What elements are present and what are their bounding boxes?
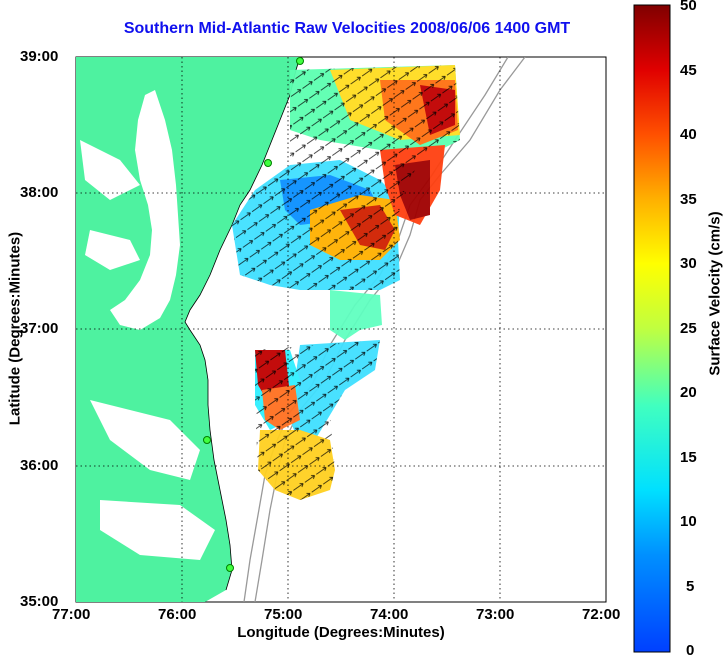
x-tick-label: 72:00 — [582, 606, 621, 623]
colorbar-tick-label: 10 — [680, 513, 697, 530]
colorbar-tick-label: 35 — [680, 191, 697, 208]
coastline — [184, 57, 301, 591]
colorbar-tick-label: 15 — [680, 449, 697, 466]
colorbar-tick-label: 40 — [680, 126, 697, 143]
x-axis-label: Longitude (Degrees:Minutes) — [237, 624, 445, 641]
colorbar-tick-label: 20 — [680, 384, 697, 401]
radar-station-markers — [203, 57, 304, 572]
y-tick-label: 36:00 — [20, 457, 59, 474]
radar-station — [226, 564, 234, 572]
radar-station — [296, 57, 304, 65]
colorbar-tick-label: 30 — [680, 255, 697, 272]
x-tick-label: 75:00 — [264, 606, 303, 623]
grid-lines — [76, 57, 606, 602]
velocity-vectors — [232, 65, 460, 500]
colorbar-tick-label: 5 — [686, 578, 695, 595]
chart-title: Southern Mid-Atlantic Raw Velocities 200… — [123, 20, 571, 37]
colorbar-tick-label: 0 — [686, 642, 695, 659]
y-tick-label: 38:00 — [20, 184, 59, 201]
colorbar — [633, 4, 671, 653]
bay-inlet — [85, 230, 140, 270]
y-tick-label: 37:00 — [20, 320, 59, 337]
x-tick-label: 77:00 — [52, 606, 91, 623]
radar-station — [203, 436, 211, 444]
y-tick-label: 39:00 — [20, 48, 59, 65]
y-axis-label: Latitude (Degrees:Minutes) — [6, 231, 24, 426]
colorbar-tick-label: 50 — [680, 0, 697, 14]
x-tick-label: 73:00 — [476, 606, 515, 623]
bay-inlet — [80, 140, 140, 200]
sound — [90, 400, 200, 480]
x-tick-label: 74:00 — [370, 606, 409, 623]
chesapeake-bay — [110, 90, 180, 330]
radar-station — [264, 159, 272, 167]
colorbar-tick-label: 45 — [680, 62, 697, 79]
colorbar-tick-label: 25 — [680, 320, 697, 337]
sound — [100, 500, 215, 560]
x-tick-label: 76:00 — [158, 606, 197, 623]
y-tick-label: 35:00 — [20, 593, 59, 610]
colorbar-label: Surface Velocity (cm/s) — [706, 211, 724, 376]
